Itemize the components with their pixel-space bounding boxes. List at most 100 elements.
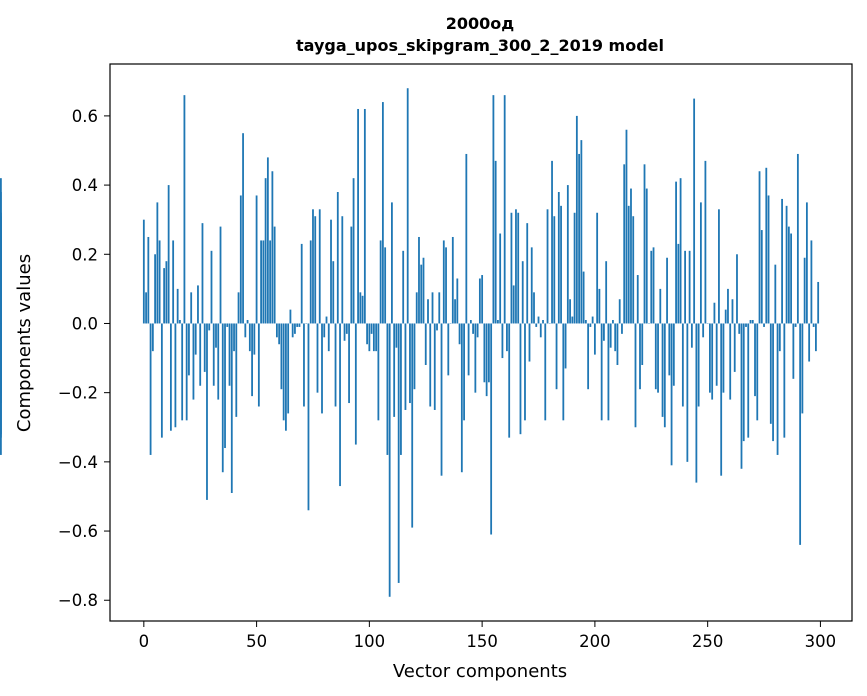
- bar: [742, 323, 745, 442]
- bar: [359, 292, 362, 324]
- bar: [621, 323, 623, 334]
- bar: [257, 323, 260, 407]
- bar: [810, 240, 813, 324]
- bar: [679, 178, 682, 324]
- bars-group: [0, 88, 820, 597]
- bar: [632, 216, 635, 324]
- bar: [600, 323, 603, 421]
- bar: [657, 323, 659, 393]
- bar: [720, 323, 723, 476]
- bar: [670, 323, 673, 466]
- bar: [686, 323, 689, 462]
- bar: [517, 212, 520, 324]
- bar: [778, 323, 781, 352]
- bar: [402, 250, 405, 324]
- bar: [560, 205, 562, 324]
- bar: [530, 247, 533, 324]
- bar: [275, 323, 278, 338]
- bar: [345, 323, 348, 334]
- bar: [598, 288, 601, 324]
- bar: [343, 323, 346, 341]
- bar: [154, 254, 156, 324]
- bar: [219, 226, 222, 324]
- bar: [0, 323, 2, 393]
- bar: [515, 209, 517, 324]
- bar: [393, 323, 396, 417]
- bar: [528, 323, 531, 362]
- bar: [756, 323, 759, 421]
- bar: [291, 323, 294, 338]
- bar: [332, 261, 335, 324]
- bar: [533, 292, 535, 324]
- bar: [474, 323, 477, 393]
- bar: [571, 316, 574, 324]
- bar: [224, 323, 226, 449]
- bar: [366, 323, 368, 345]
- bar: [377, 323, 380, 421]
- bar: [294, 323, 296, 334]
- bar: [271, 171, 274, 324]
- bar: [352, 178, 355, 324]
- y-axis-label: Components values: [14, 254, 35, 432]
- bar: [381, 102, 384, 324]
- bar: [323, 323, 326, 338]
- bar: [792, 323, 795, 379]
- bar: [201, 223, 204, 324]
- bar: [237, 292, 240, 324]
- bar: [167, 185, 170, 324]
- y-tick-label: 0.0: [72, 314, 98, 333]
- bar: [221, 323, 224, 473]
- bar: [269, 240, 272, 324]
- bar: [668, 323, 671, 376]
- plot-frame: [109, 63, 853, 622]
- bar: [740, 323, 743, 469]
- bar: [715, 323, 718, 386]
- bar: [506, 323, 508, 352]
- bar: [476, 323, 479, 338]
- bar: [370, 323, 373, 334]
- bar: [747, 323, 750, 438]
- bar: [555, 323, 558, 390]
- bar: [663, 323, 666, 428]
- bar: [467, 323, 470, 376]
- bar: [812, 323, 815, 327]
- y-tick-label: −0.2: [58, 384, 98, 403]
- x-tick-label: 300: [805, 632, 837, 651]
- bar: [652, 247, 655, 324]
- bar: [661, 323, 664, 417]
- bar: [260, 240, 262, 324]
- bar: [325, 316, 328, 324]
- bar: [194, 323, 197, 355]
- bar: [584, 320, 587, 324]
- bar: [226, 323, 229, 327]
- bar: [677, 243, 680, 324]
- y-tick-label: −0.4: [58, 453, 98, 472]
- bar: [445, 247, 447, 324]
- bar: [454, 299, 456, 324]
- bar: [282, 323, 285, 421]
- bar: [566, 185, 569, 324]
- bar: [783, 323, 786, 438]
- bar: [472, 323, 474, 334]
- bar: [702, 323, 705, 338]
- bar: [142, 219, 145, 324]
- bar: [303, 323, 305, 407]
- bar: [697, 323, 700, 407]
- bar: [672, 323, 675, 386]
- chart-title-line-1: 2000од: [446, 14, 515, 33]
- bar: [0, 323, 2, 341]
- bar: [264, 178, 267, 324]
- bar: [251, 323, 253, 397]
- bar: [776, 323, 779, 455]
- bar: [314, 216, 317, 324]
- x-tick-label: 200: [579, 632, 611, 651]
- bar: [199, 323, 202, 386]
- bar: [321, 323, 323, 414]
- bar: [609, 323, 612, 348]
- bar: [0, 236, 2, 324]
- bar: [693, 98, 696, 324]
- bar: [817, 281, 820, 324]
- bar: [564, 323, 567, 369]
- bar: [350, 226, 353, 324]
